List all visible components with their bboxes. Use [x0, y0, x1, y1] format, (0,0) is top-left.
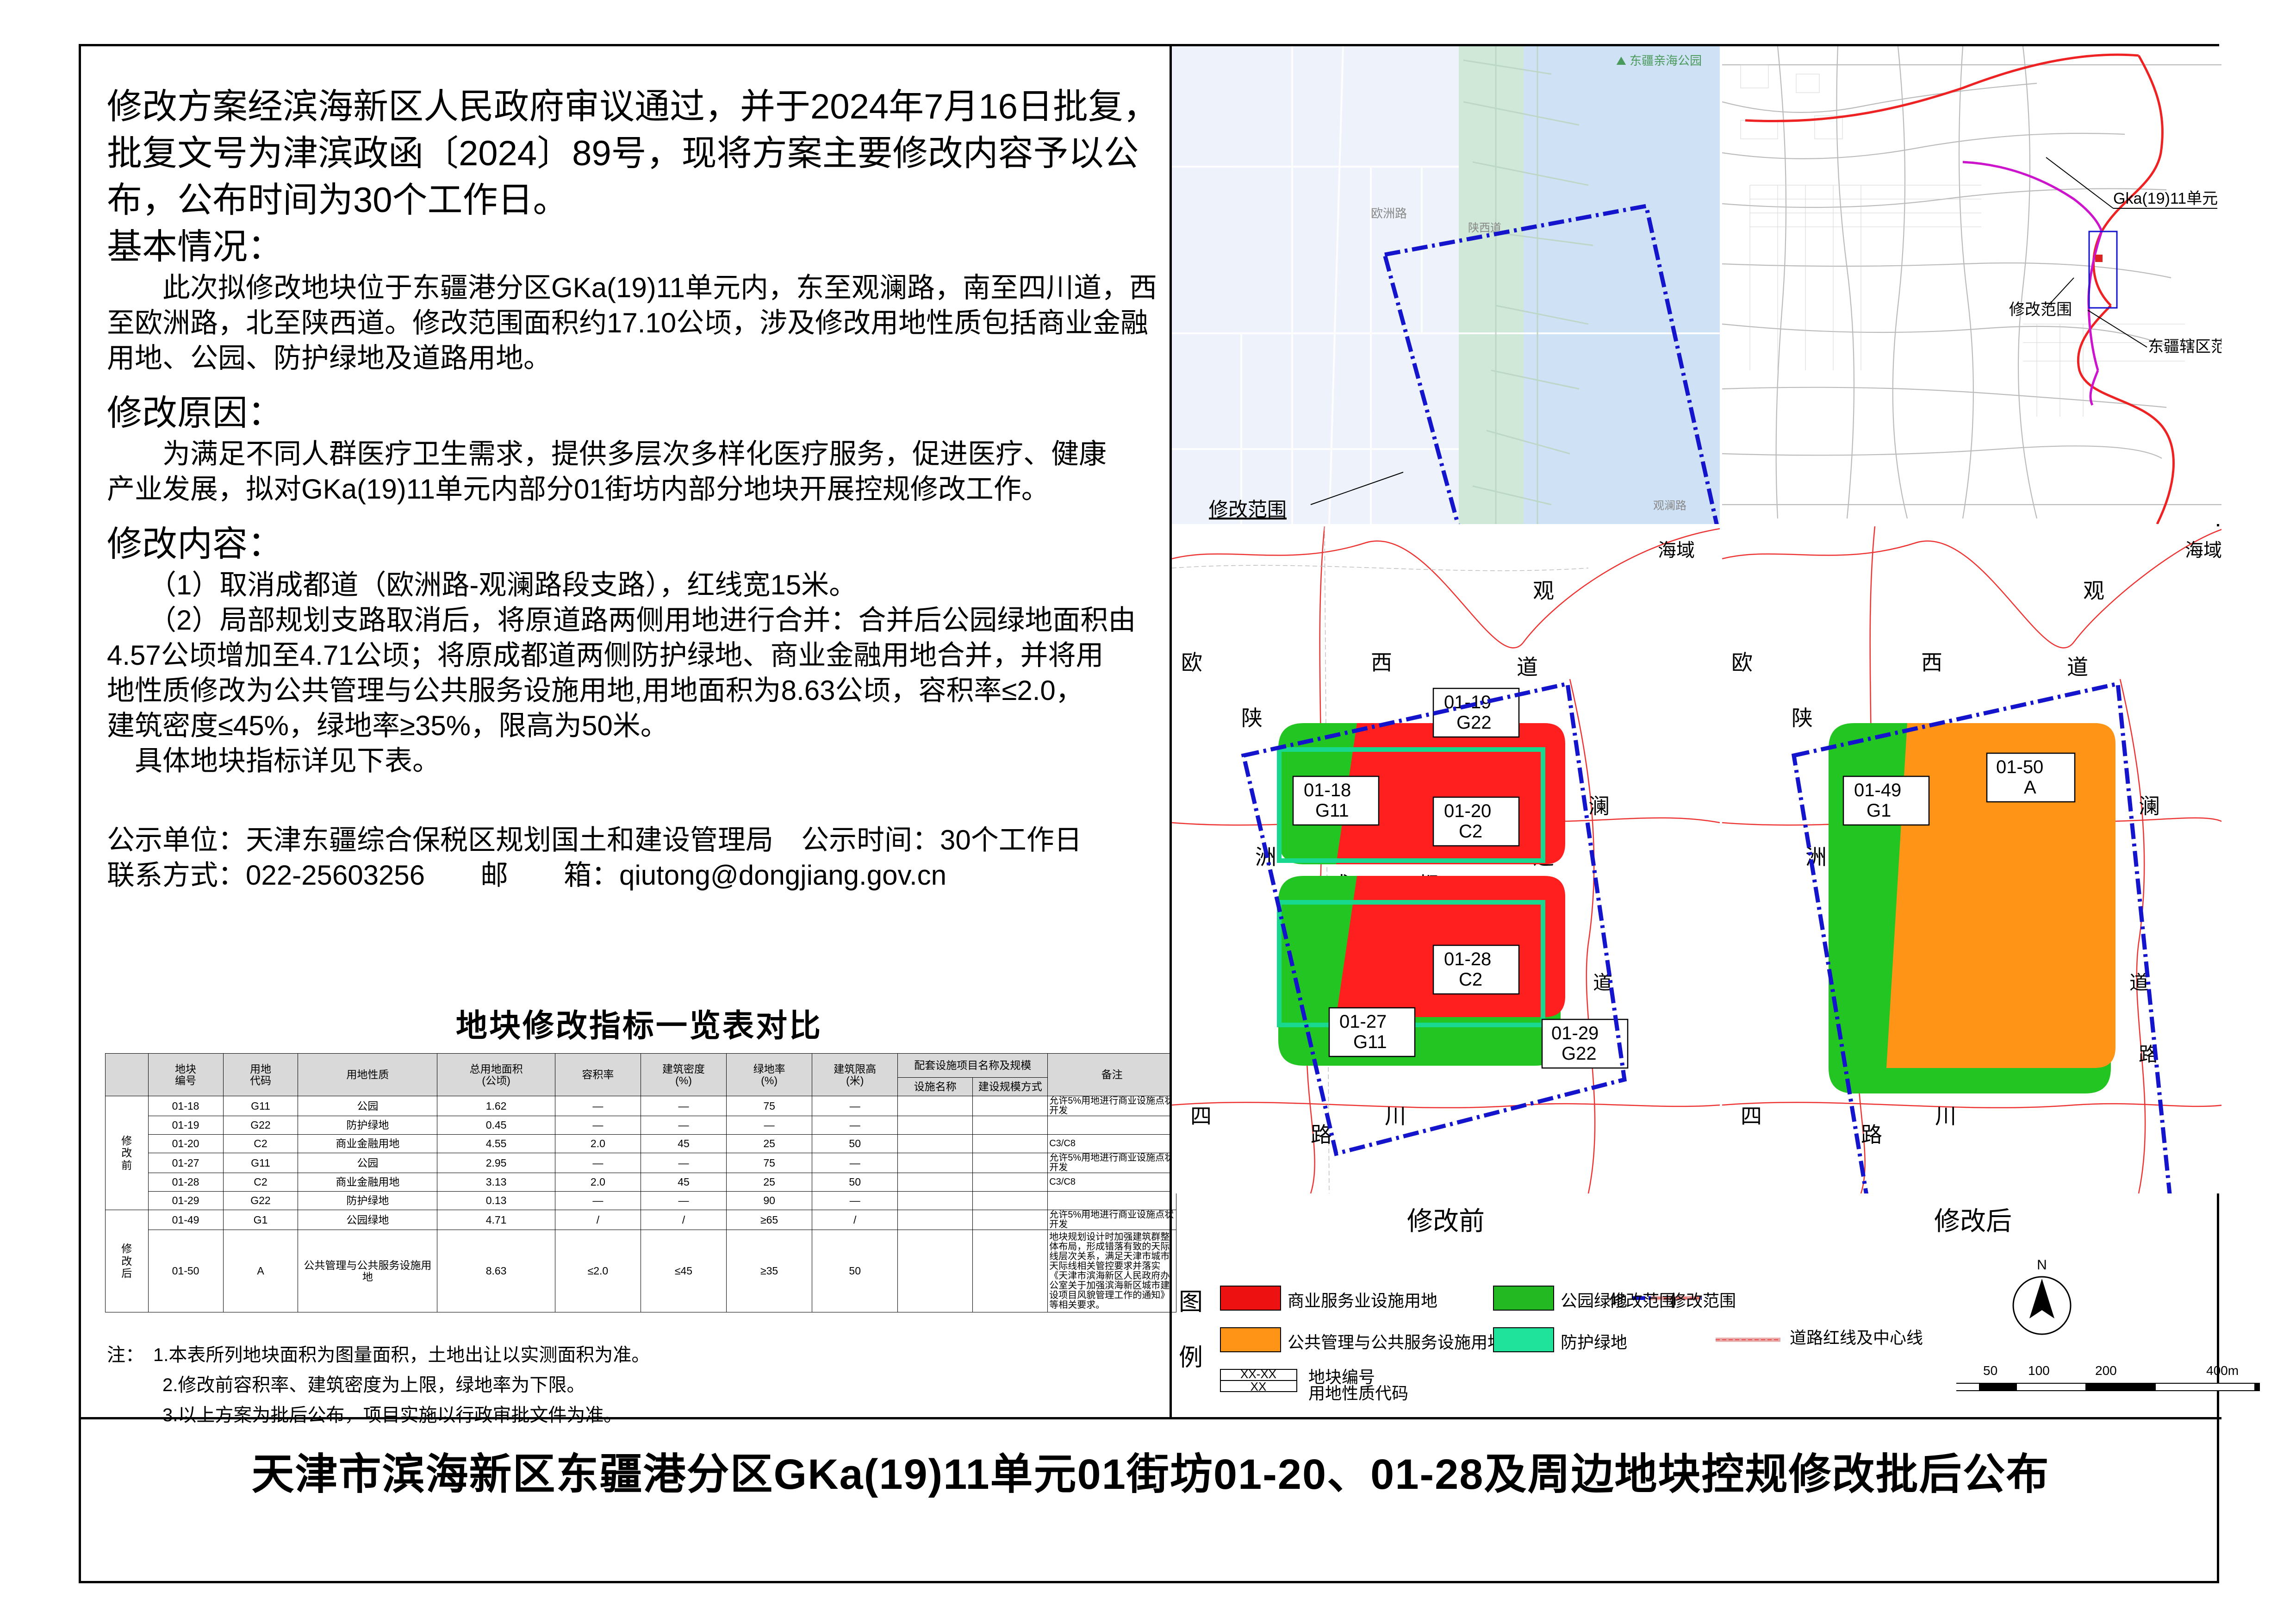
- svg-text:川: 川: [1385, 1104, 1406, 1128]
- svg-text:商业服务业设施用地: 商业服务业设施用地: [1288, 1291, 1437, 1310]
- svg-text:01-20: 01-20: [1444, 801, 1491, 821]
- svg-text:欧洲路: 欧洲路: [1371, 206, 1407, 220]
- svg-text:01-28: 01-28: [1444, 949, 1491, 969]
- svg-text:修改范围: 修改范围: [2009, 301, 2072, 319]
- svg-text:01-27: 01-27: [1339, 1012, 1387, 1032]
- svg-text:XX: XX: [1251, 1380, 1267, 1393]
- svg-text:修改范围: 修改范围: [1609, 1291, 1676, 1310]
- svg-text:东疆辖区范围: 东疆辖区范围: [2148, 338, 2221, 356]
- svg-text:海域: 海域: [2185, 540, 2221, 561]
- svg-text:用地性质代码: 用地性质代码: [1308, 1384, 1408, 1403]
- svg-text:四: 四: [1741, 1104, 1762, 1128]
- svg-text:路: 路: [1861, 1123, 1882, 1147]
- svg-text:西: 西: [1371, 650, 1392, 675]
- svg-text:欧: 欧: [1181, 650, 1202, 675]
- svg-text:道: 道: [1517, 655, 1538, 679]
- svg-text:N: N: [2037, 1257, 2047, 1273]
- svg-text:澜: 澜: [1588, 794, 1610, 818]
- svg-text:100: 100: [2028, 1363, 2050, 1378]
- svg-text:道路红线及中心线: 道路红线及中心线: [1790, 1328, 1923, 1347]
- svg-text:西: 西: [1921, 650, 1942, 675]
- svg-text:50: 50: [1983, 1363, 1997, 1378]
- svg-text:四: 四: [1190, 1104, 1212, 1128]
- svg-text:400m: 400m: [2206, 1363, 2239, 1378]
- svg-text:01-50: 01-50: [1996, 757, 2043, 777]
- svg-text:XX-XX: XX-XX: [1240, 1367, 1276, 1381]
- svg-text:修改范围: 修改范围: [1209, 499, 1287, 520]
- svg-text:川: 川: [1935, 1104, 1956, 1128]
- svg-text:G11: G11: [1353, 1032, 1387, 1052]
- svg-text:例: 例: [1179, 1344, 1203, 1371]
- svg-text:A: A: [2024, 777, 2036, 798]
- svg-text:欧: 欧: [1731, 650, 1753, 675]
- svg-text:01-18: 01-18: [1304, 780, 1351, 800]
- svg-text:澜: 澜: [2139, 794, 2160, 818]
- svg-text:C2: C2: [1459, 821, 1482, 842]
- svg-text:道: 道: [2067, 655, 2088, 679]
- svg-text:01-19: 01-19: [1444, 692, 1491, 712]
- svg-text:公共管理与公共服务设施用地: 公共管理与公共服务设施用地: [1288, 1333, 1504, 1352]
- svg-text:观: 观: [1533, 579, 1554, 603]
- svg-text:观: 观: [2083, 579, 2104, 603]
- svg-text:Gka(19)11单元: Gka(19)11单元: [2113, 190, 2218, 207]
- svg-text:G22: G22: [1456, 712, 1492, 733]
- svg-text:陕: 陕: [1241, 706, 1263, 730]
- svg-text:C2: C2: [1459, 969, 1482, 990]
- svg-text:200: 200: [2095, 1363, 2117, 1378]
- svg-text:⛰ 东疆亲海公园: ⛰ 东疆亲海公园: [1616, 54, 1702, 68]
- svg-text:陕: 陕: [1792, 706, 1813, 730]
- svg-text:观澜路: 观澜路: [1653, 500, 1686, 512]
- svg-text:洲: 洲: [1805, 845, 1827, 869]
- svg-text:G1: G1: [1867, 800, 1891, 821]
- svg-text:图: 图: [1179, 1289, 1203, 1316]
- svg-text:01-49: 01-49: [1854, 780, 1901, 800]
- svg-text:海域: 海域: [1658, 540, 1695, 561]
- svg-text:G11: G11: [1315, 800, 1349, 821]
- svg-text:01-29: 01-29: [1551, 1023, 1599, 1043]
- svg-text:G22: G22: [1562, 1043, 1597, 1064]
